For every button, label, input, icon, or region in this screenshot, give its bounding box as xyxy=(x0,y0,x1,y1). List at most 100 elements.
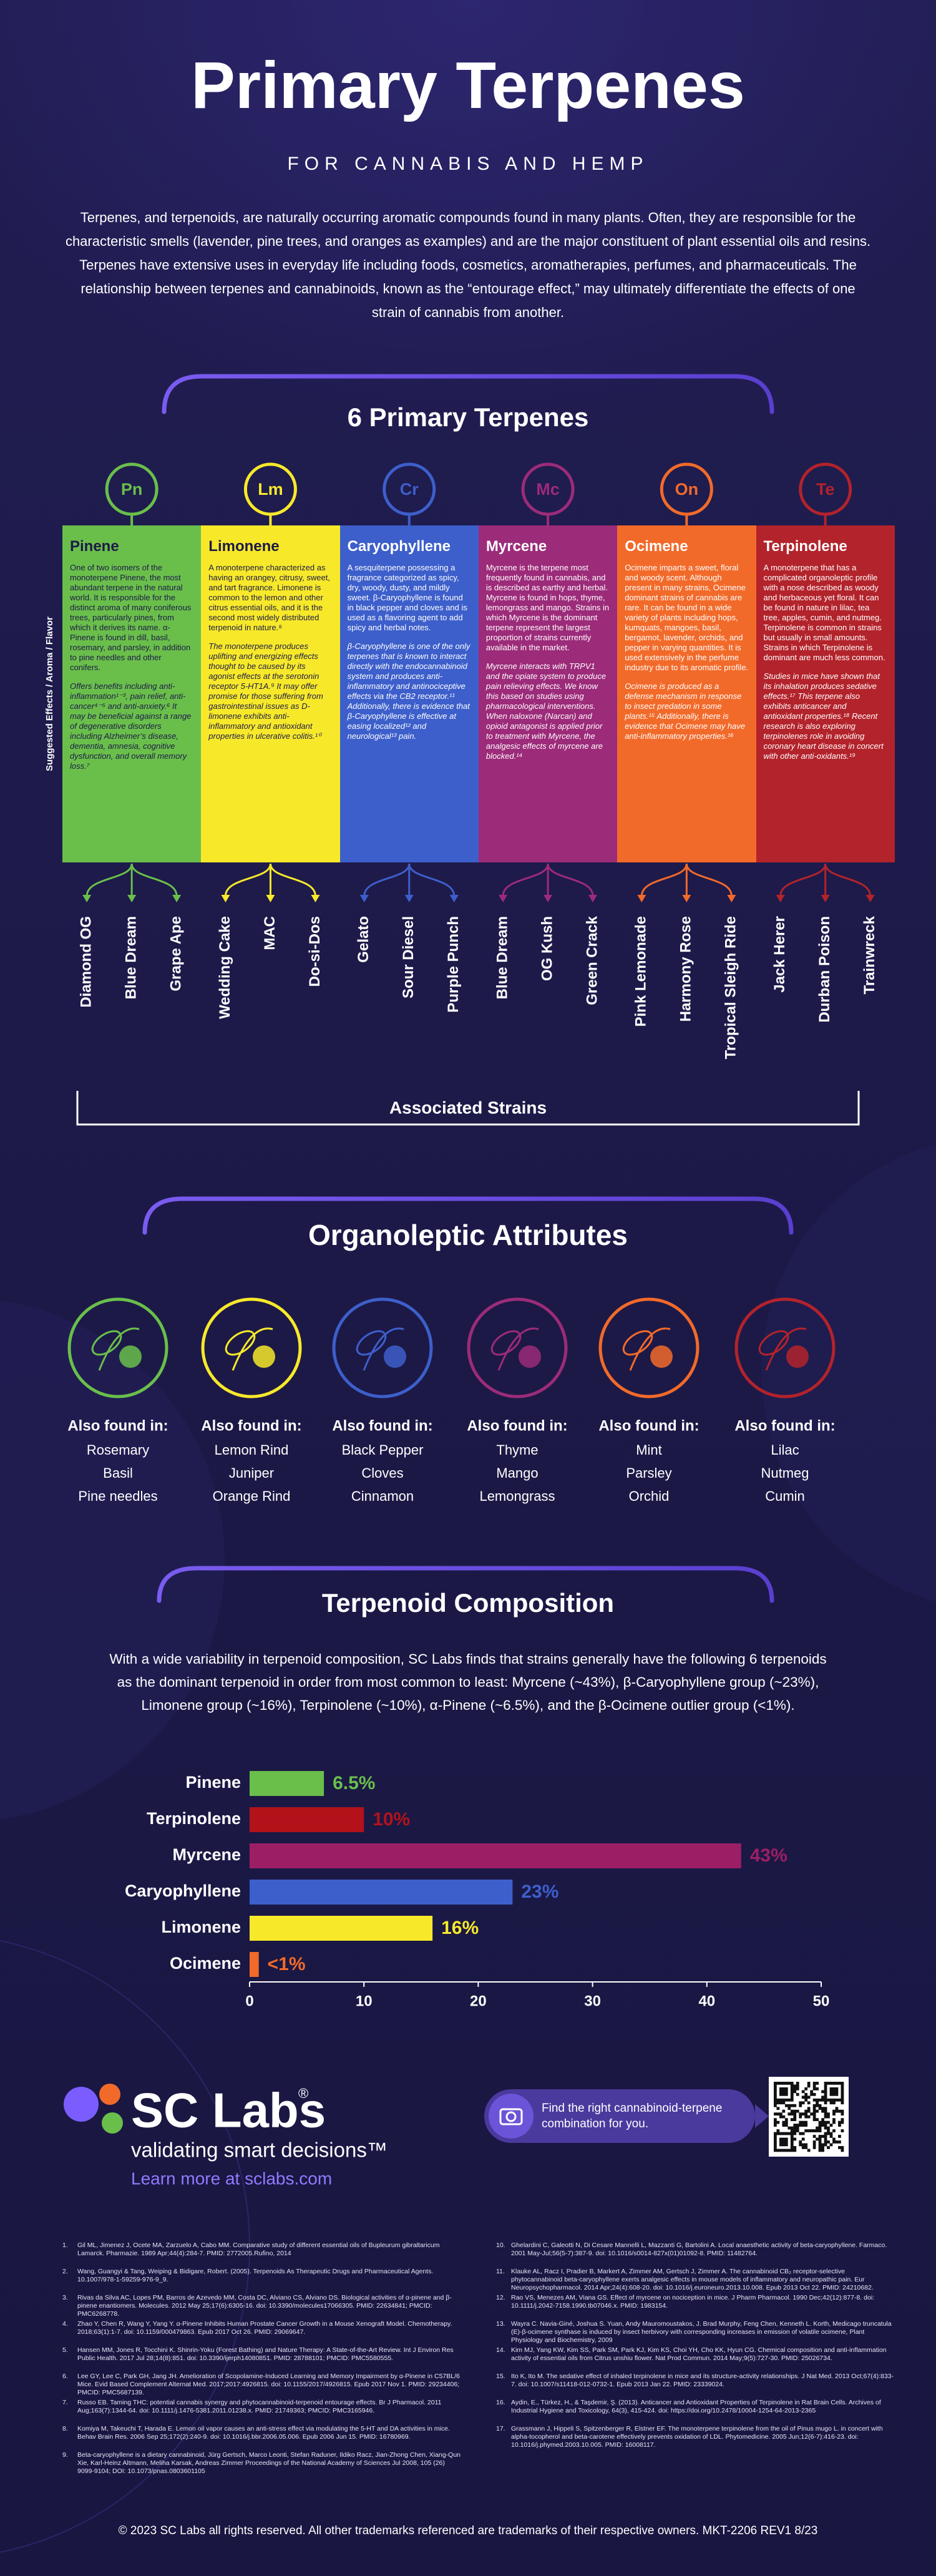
logo-dot xyxy=(64,2087,99,2122)
found-item: Cloves xyxy=(361,1465,403,1481)
qr-module xyxy=(835,2090,839,2094)
qr-module xyxy=(790,2149,794,2152)
link[interactable]: Learn more at sclabs.com xyxy=(131,2169,332,2188)
strain-name: Diamond OG xyxy=(77,916,94,1008)
qr-module xyxy=(779,2137,782,2141)
qr-module xyxy=(790,2104,794,2107)
qr-module xyxy=(804,2129,808,2132)
reference: 13. Wayra C. Navia-Giné, Joshua S. Yuan, … xyxy=(496,2320,895,2344)
strain-name: OG Kush xyxy=(539,916,555,981)
qr-module xyxy=(774,2084,777,2088)
qr-module xyxy=(832,2087,836,2091)
qr-module xyxy=(818,2143,822,2147)
qr-module xyxy=(804,2120,808,2124)
qr-module xyxy=(790,2095,794,2099)
qr-module xyxy=(790,2135,794,2138)
reference: 10. Ghelardini C, Galeotti N, Di Cesare M… xyxy=(496,2242,895,2258)
qr-module xyxy=(804,2109,808,2113)
found-item: Lilac xyxy=(771,1442,799,1458)
reference-text: Lee GY, Lee C, Park GH, Jang JH. Amelior… xyxy=(77,2373,460,2396)
qr-module xyxy=(821,2118,824,2122)
strain-arrow xyxy=(502,863,549,897)
subtitle: FOR CANNABIS AND HEMP xyxy=(287,154,648,174)
qr-module xyxy=(776,2132,780,2135)
attribute-icon xyxy=(253,1345,275,1368)
qr-module xyxy=(799,2104,802,2107)
reference: 7. Russo EB. Taming THC: potential cannab… xyxy=(62,2399,462,2415)
qr-module xyxy=(779,2101,782,2105)
reference-number: 2. xyxy=(62,2268,68,2275)
qr-module xyxy=(796,2109,799,2113)
symbol: Cr xyxy=(400,480,419,499)
strain-arrow xyxy=(224,863,271,897)
value-label: 43% xyxy=(750,1845,787,1866)
x-tick-label: 20 xyxy=(470,1993,487,2009)
cta-text[interactable]: Find the right cannabinoid-terpene combi… xyxy=(542,2102,723,2130)
camera-icon-bg xyxy=(489,2094,534,2139)
strain-name: Sour Diesel xyxy=(400,916,417,998)
reference-text: Kim MJ, Yang KW, Kim SS, Park SM, Park K… xyxy=(511,2346,887,2362)
arrow-head xyxy=(727,895,736,902)
reference: 11. Klauke AL, Racz I, Pradier B, Markert… xyxy=(496,2268,895,2292)
qr-module xyxy=(779,2082,782,2085)
qr-module xyxy=(818,2126,822,2130)
strain-name: Grape Ape xyxy=(167,916,184,991)
qr-module xyxy=(799,2101,802,2105)
qr-module xyxy=(827,2120,830,2124)
qr-module xyxy=(774,2095,777,2099)
card-effects: β-Caryophyllene is one of the only terpe… xyxy=(347,642,470,741)
cta-pointer xyxy=(755,2104,769,2128)
qr-module xyxy=(801,2132,805,2135)
qr-module xyxy=(841,2149,844,2152)
qr-module xyxy=(790,2140,794,2144)
qr-module xyxy=(774,2092,777,2096)
reference-text: Rao VS, Menezes AM, Viana GS. Effect of … xyxy=(511,2294,875,2310)
qr-module xyxy=(796,2087,799,2091)
card-description: Myrcene is the terpene most frequently f… xyxy=(485,563,610,652)
qr-module xyxy=(796,2084,799,2088)
qr-module xyxy=(782,2090,786,2094)
qr-module xyxy=(829,2087,833,2091)
strains-bracket xyxy=(76,1091,860,1126)
reference-text: Beta-caryophyllene is a dietary cannabin… xyxy=(77,2451,461,2475)
qr-module xyxy=(790,2082,794,2085)
qr-module xyxy=(824,2084,827,2088)
qr-module xyxy=(782,2120,786,2124)
qr-module xyxy=(807,2101,811,2105)
strain-name: Durban Poison xyxy=(816,916,833,1023)
qr-module xyxy=(835,2109,839,2113)
reference: 8. Komiya M, Takeuchi T, Harada E. Lemon … xyxy=(62,2425,462,2441)
qr-module xyxy=(812,2115,816,2119)
found-item: Juniper xyxy=(229,1465,274,1481)
qr-module xyxy=(774,2140,777,2144)
qr-module xyxy=(810,2090,814,2094)
camera-icon xyxy=(505,2111,517,2122)
reference-text: Ghelardini C, Galeotti N, Di Cesare Mann… xyxy=(511,2242,887,2257)
cta-button[interactable] xyxy=(484,2089,755,2143)
reference: 12. Rao VS, Menezes AM, Viana GS. Effect … xyxy=(496,2294,895,2310)
reference: 15. Ito K, Ito M. The sedative effect of … xyxy=(496,2373,895,2389)
terpene-card: Terpinolene A monoterpene that has a comp… xyxy=(756,525,895,862)
qr-module xyxy=(812,2109,816,2113)
strain-arrow xyxy=(85,863,133,897)
symbol: Te xyxy=(816,480,835,499)
attribute-ring xyxy=(598,1297,700,1398)
qr-module xyxy=(824,2140,827,2144)
reference: 17. Grassmann J, Hippeli S, Spitzenberger… xyxy=(496,2425,895,2449)
attribute-ring xyxy=(734,1297,836,1398)
qr-module xyxy=(782,2143,786,2147)
qr-module xyxy=(793,2090,797,2094)
category-label: Myrcene xyxy=(172,1845,241,1864)
qr-module xyxy=(793,2137,797,2141)
found-item: Lemongrass xyxy=(479,1488,555,1504)
qr-module xyxy=(841,2101,844,2105)
section-title: 6 Primary Terpenes xyxy=(348,402,589,432)
reference: 2. Wang, Guangyi & Tang, Weiping & Bidiga… xyxy=(62,2268,462,2284)
qr-module xyxy=(774,2098,777,2102)
qr-module xyxy=(821,2135,824,2138)
arrow-head xyxy=(499,895,508,902)
qr-module xyxy=(824,2090,827,2094)
strain-name: Green Crack xyxy=(583,915,600,1005)
qr-module xyxy=(818,2137,822,2141)
found-item: Basil xyxy=(103,1465,133,1481)
